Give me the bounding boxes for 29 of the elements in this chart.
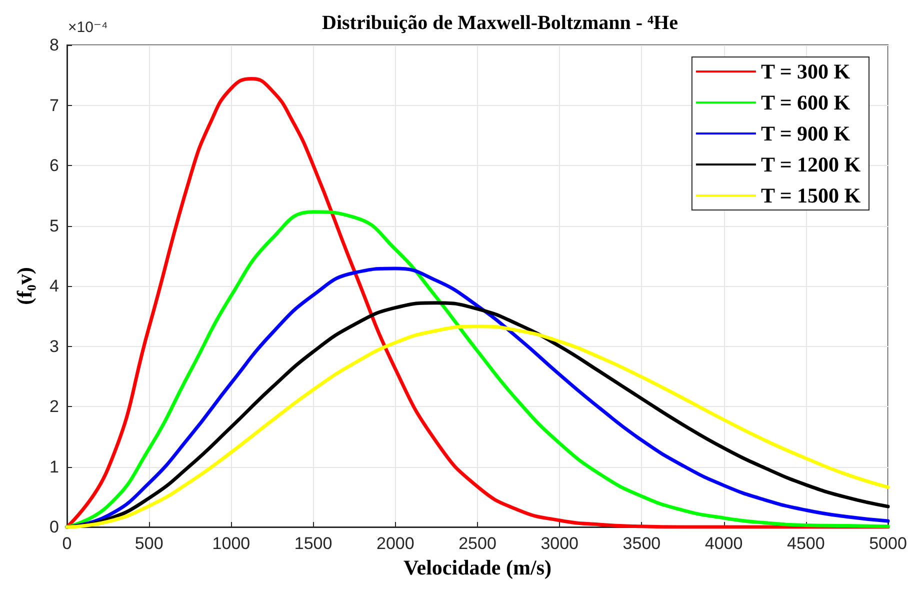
y-tick-label: 6 — [50, 156, 59, 175]
legend-label: T = 900 K — [760, 122, 851, 146]
y-tick-label: 4 — [50, 276, 59, 296]
x-tick-label: 3000 — [540, 534, 579, 553]
chart-title: Distribuição de Maxwell-Boltzmann - ⁴He — [322, 12, 678, 34]
x-tick-label: 2500 — [458, 534, 496, 553]
y-tick-label: 0 — [50, 518, 59, 536]
x-tick-label: 1500 — [294, 534, 332, 553]
legend-label: T = 1200 K — [760, 152, 862, 176]
x-tick-label: 1000 — [212, 534, 250, 553]
text: ×10⁻⁴ — [68, 19, 108, 36]
x-tick-label: 4500 — [786, 534, 825, 553]
x-tick-label: 5000 — [869, 534, 907, 553]
x-tick-label: 4000 — [704, 534, 743, 553]
y-tick-label: 7 — [50, 96, 59, 115]
legend-label: T = 300 K — [760, 60, 851, 84]
x-tick-label: 2000 — [376, 534, 414, 553]
y-tick-label: 5 — [50, 216, 59, 236]
x-tick-label: 0 — [62, 534, 72, 553]
x-tick-label: 500 — [134, 534, 164, 553]
x-axis-title: Velocidade (m/s) — [404, 556, 552, 580]
y-axis-title: (f₀v) — [12, 267, 36, 305]
y-tick-label: 1 — [50, 457, 59, 476]
x-tick-label: 3500 — [622, 534, 661, 553]
y-tick-label: 2 — [50, 397, 59, 416]
legend-label: T = 1500 K — [760, 184, 862, 208]
legend-label: T = 600 K — [760, 90, 851, 114]
y-tick-label: 8 — [50, 36, 59, 54]
y-tick-label: 3 — [50, 336, 59, 356]
